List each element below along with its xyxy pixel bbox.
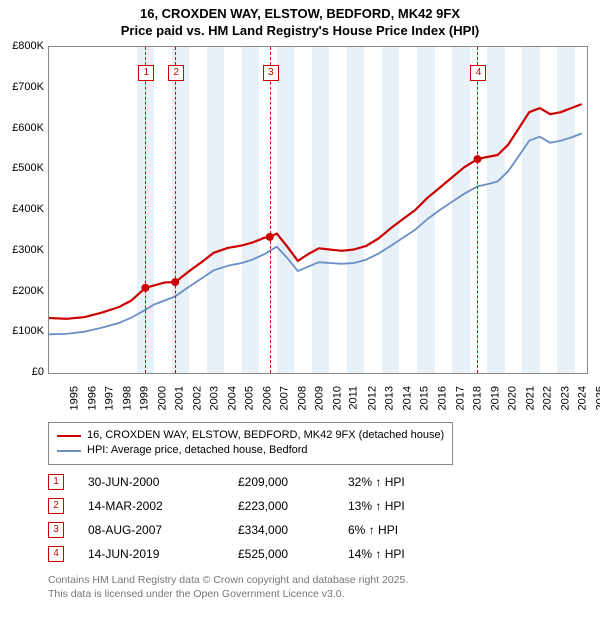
- x-tick-label: 2011: [348, 386, 360, 410]
- chart-title: 16, CROXDEN WAY, ELSTOW, BEDFORD, MK42 9…: [0, 0, 600, 40]
- y-tick-label: £200K: [0, 285, 44, 297]
- transaction-badge: 3: [48, 522, 64, 538]
- series-hpi-line: [49, 133, 582, 334]
- x-tick-label: 1998: [121, 386, 133, 410]
- arrow-up-icon: ↑ HPI: [375, 547, 404, 561]
- x-tick-label: 2021: [524, 386, 536, 410]
- chart-container: 16, CROXDEN WAY, ELSTOW, BEDFORD, MK42 9…: [0, 0, 600, 620]
- x-tick-label: 2024: [577, 386, 589, 410]
- x-tick-label: 2004: [226, 386, 238, 410]
- y-tick-label: £600K: [0, 122, 44, 134]
- transaction-badge: 4: [470, 65, 486, 81]
- transaction-date: 30-JUN-2000: [88, 475, 238, 489]
- transaction-pct: 6% ↑ HPI: [348, 523, 458, 537]
- y-tick-label: £400K: [0, 203, 44, 215]
- x-tick-label: 2008: [296, 386, 308, 410]
- transaction-row: 2 14-MAR-2002£223,00013% ↑ HPI: [48, 494, 458, 518]
- y-tick-label: £800K: [0, 40, 44, 52]
- transaction-badge: 3: [263, 65, 279, 81]
- transaction-badge: 2: [168, 65, 184, 81]
- x-tick-label: 2017: [454, 386, 466, 410]
- transaction-row: 4 14-JUN-2019£525,00014% ↑ HPI: [48, 542, 458, 566]
- chart-svg: [49, 47, 587, 373]
- x-tick-label: 1996: [86, 386, 98, 410]
- transaction-row: 3 08-AUG-2007£334,0006% ↑ HPI: [48, 518, 458, 542]
- y-tick-label: £500K: [0, 162, 44, 174]
- x-tick-label: 2023: [559, 386, 571, 410]
- legend-item: 16, CROXDEN WAY, ELSTOW, BEDFORD, MK42 9…: [57, 428, 444, 443]
- x-tick-label: 2022: [542, 386, 554, 410]
- transaction-pct: 14% ↑ HPI: [348, 547, 458, 561]
- x-tick-label: 2007: [279, 386, 291, 410]
- arrow-up-icon: ↑ HPI: [375, 475, 404, 489]
- legend-swatch: [57, 450, 81, 452]
- x-tick-label: 2003: [209, 386, 221, 410]
- footer-attribution: Contains HM Land Registry data © Crown c…: [48, 573, 588, 601]
- transaction-price: £334,000: [238, 523, 348, 537]
- legend-swatch: [57, 435, 81, 437]
- x-tick-label: 1997: [104, 386, 116, 410]
- x-tick-label: 2005: [244, 386, 256, 410]
- transaction-date: 14-JUN-2019: [88, 547, 238, 561]
- legend-label: HPI: Average price, detached house, Bedf…: [87, 443, 308, 458]
- footer-line: This data is licensed under the Open Gov…: [48, 588, 345, 600]
- arrow-up-icon: ↑ HPI: [375, 499, 404, 513]
- transaction-price: £209,000: [238, 475, 348, 489]
- x-tick-label: 2018: [472, 386, 484, 410]
- x-tick-label: 2025: [594, 386, 600, 410]
- y-tick-label: £100K: [0, 325, 44, 337]
- x-tick-label: 2000: [156, 386, 168, 410]
- x-tick-label: 2002: [191, 386, 203, 410]
- x-tick-label: 2001: [174, 386, 186, 410]
- transactions-table: 1 30-JUN-2000£209,00032% ↑ HPI 2 14-MAR-200…: [48, 470, 458, 566]
- x-tick-label: 2012: [366, 386, 378, 410]
- footer-line: Contains HM Land Registry data © Crown c…: [48, 574, 408, 586]
- transaction-price: £525,000: [238, 547, 348, 561]
- transaction-price: £223,000: [238, 499, 348, 513]
- transaction-row: 1 30-JUN-2000£209,00032% ↑ HPI: [48, 470, 458, 494]
- transaction-pct: 32% ↑ HPI: [348, 475, 458, 489]
- x-tick-label: 2009: [314, 386, 326, 410]
- transaction-vline: [270, 47, 271, 373]
- legend: 16, CROXDEN WAY, ELSTOW, BEDFORD, MK42 9…: [48, 422, 453, 465]
- transaction-date: 08-AUG-2007: [88, 523, 238, 537]
- x-tick-label: 2015: [419, 386, 431, 410]
- transaction-vline: [175, 47, 176, 373]
- transaction-badge: 1: [48, 474, 64, 490]
- title-line-1: 16, CROXDEN WAY, ELSTOW, BEDFORD, MK42 9…: [140, 6, 460, 21]
- transaction-badge: 2: [48, 498, 64, 514]
- transaction-vline: [145, 47, 146, 373]
- transaction-badge: 4: [48, 546, 64, 562]
- x-tick-label: 2014: [401, 386, 413, 410]
- series-property-line: [49, 104, 582, 319]
- transaction-vline: [477, 47, 478, 373]
- y-tick-label: £0: [0, 366, 44, 378]
- x-tick-label: 2006: [261, 386, 273, 410]
- plot-area: 12 3 4: [48, 46, 588, 374]
- x-tick-label: 2010: [331, 386, 343, 410]
- arrow-up-icon: ↑ HPI: [369, 523, 398, 537]
- x-tick-label: 2016: [436, 386, 448, 410]
- x-tick-label: 1995: [68, 386, 80, 410]
- transaction-date: 14-MAR-2002: [88, 499, 238, 513]
- transaction-pct: 13% ↑ HPI: [348, 499, 458, 513]
- legend-label: 16, CROXDEN WAY, ELSTOW, BEDFORD, MK42 9…: [87, 428, 444, 443]
- x-tick-label: 2013: [384, 386, 396, 410]
- x-tick-label: 2020: [507, 386, 519, 410]
- y-tick-label: £700K: [0, 81, 44, 93]
- x-tick-label: 2019: [489, 386, 501, 410]
- y-tick-label: £300K: [0, 244, 44, 256]
- x-tick-label: 1999: [139, 386, 151, 410]
- legend-item: HPI: Average price, detached house, Bedf…: [57, 443, 444, 458]
- title-line-2: Price paid vs. HM Land Registry's House …: [121, 23, 480, 38]
- transaction-badge: 1: [138, 65, 154, 81]
